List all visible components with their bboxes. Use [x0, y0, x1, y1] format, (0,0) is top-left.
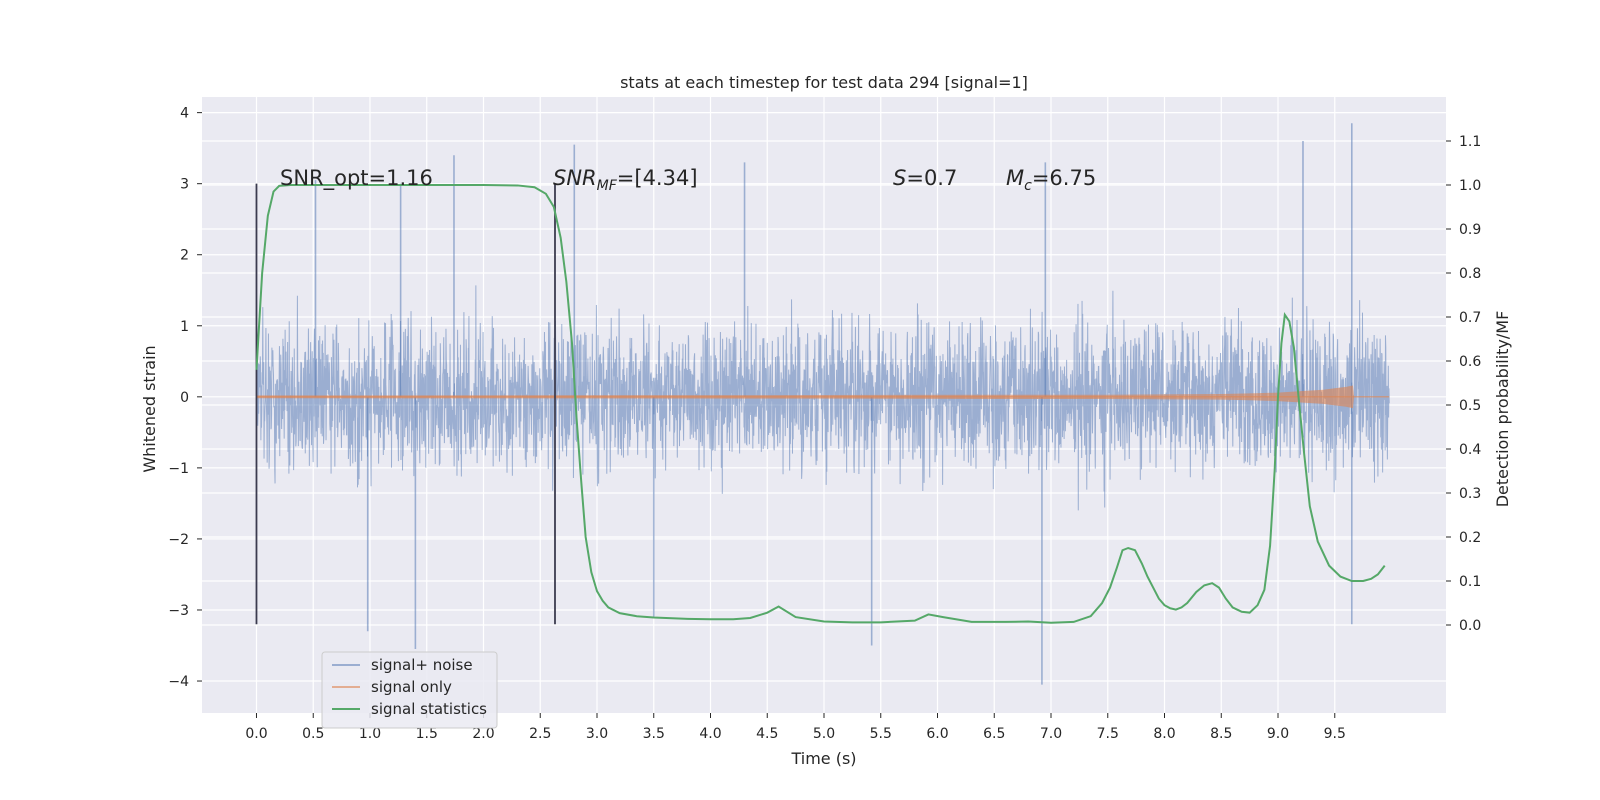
- series-signal-statistics: [255, 184, 1386, 624]
- legend-label-signal-plus-noise: signal+ noise: [371, 656, 473, 674]
- x-tick-label: 3.5: [643, 726, 665, 742]
- y-tick-label: 1: [180, 319, 189, 335]
- y-tick-label: −1: [168, 461, 189, 477]
- x-tick-label: 7.5: [1097, 726, 1119, 742]
- y-right-axis-label: Detection probability/MF: [1493, 311, 1512, 508]
- x-tick-label: 2.0: [472, 726, 494, 742]
- x-tick-label: 6.5: [983, 726, 1005, 742]
- y-right-tick-label: 0.8: [1459, 266, 1481, 282]
- x-tick-label: 1.5: [416, 726, 438, 742]
- x-tick-label: 6.0: [926, 726, 948, 742]
- y-right-tick-label: 0.4: [1459, 442, 1481, 458]
- x-tick-label: 7.0: [1040, 726, 1062, 742]
- y-tick-label: −2: [168, 532, 189, 548]
- legend-box: [321, 651, 498, 729]
- legend-label-signal-only: signal only: [371, 678, 452, 696]
- x-tick-label: 4.0: [699, 726, 721, 742]
- x-tick-label: 0.5: [302, 726, 324, 742]
- y-right-tick-label: 1.1: [1459, 134, 1481, 150]
- y-right-axis-ticks: 1.1 1.0 0.9 0.8 0.7 0.6 0.5 0.4 0.3 0.2 0.1 0.0: [1446, 134, 1481, 634]
- annotations: SNR_opt=1.16 SNRMF=[4.34] S=0.7 Mc=6.75: [280, 166, 1096, 194]
- x-axis-label: Time (s): [790, 749, 856, 768]
- legend: signal+ noise signal only signal statist…: [321, 651, 498, 729]
- x-tick-label: 5.5: [870, 726, 892, 742]
- y-right-tick-label: 1.0: [1459, 178, 1481, 194]
- x-tick-label: 5.0: [813, 726, 835, 742]
- x-tick-label: 1.0: [359, 726, 381, 742]
- y-right-tick-label: 0.7: [1459, 310, 1481, 326]
- annotation-snr-opt: SNR_opt=1.16: [280, 166, 433, 191]
- x-tick-label: 4.5: [756, 726, 778, 742]
- y-right-tick-label: 0.3: [1459, 486, 1481, 502]
- series-signal-only: [256, 385, 1390, 409]
- y-right-tick-label: 0.0: [1459, 618, 1481, 634]
- series-signal-plus-noise: [255, 123, 1390, 685]
- chart-title: stats at each timestep for test data 294…: [620, 73, 1028, 92]
- x-tick-label: 9.0: [1267, 726, 1289, 742]
- y-right-tick-label: 0.2: [1459, 530, 1481, 546]
- y-tick-label: 3: [180, 177, 189, 193]
- y-tick-label: 4: [180, 106, 189, 122]
- x-tick-label: 9.5: [1324, 726, 1346, 742]
- legend-label-signal-statistics: signal statistics: [371, 700, 487, 718]
- annotation-s: S=0.7: [893, 166, 957, 190]
- y-right-tick-label: 0.9: [1459, 222, 1481, 238]
- x-axis-ticks: 0.0 0.5 1.0 1.5 2.0 2.5 3.0 3.5 4.0 4.5 5.0 5.5 6.0 6…: [245, 713, 1346, 742]
- y-axis-label: Whitened strain: [140, 345, 159, 472]
- x-tick-label: 3.0: [586, 726, 608, 742]
- annotation-mc: Mc=6.75: [1006, 166, 1096, 194]
- y-tick-label: 2: [180, 248, 189, 264]
- y-right-tick-label: 0.6: [1459, 354, 1481, 370]
- y-tick-label: 0: [180, 390, 189, 406]
- x-tick-label: 0.0: [245, 726, 267, 742]
- x-tick-label: 2.5: [529, 726, 551, 742]
- y-right-tick-label: 0.1: [1459, 574, 1481, 590]
- y-axis-ticks: 4 3 2 1 0 −1 −2 −3 −4: [168, 106, 202, 690]
- x-tick-label: 8.5: [1210, 726, 1232, 742]
- marker-lines: [255, 183, 556, 625]
- y-tick-label: −3: [168, 603, 189, 619]
- y-right-tick-label: 0.5: [1459, 398, 1481, 414]
- x-tick-label: 8.0: [1153, 726, 1175, 742]
- statistics-line: [255, 184, 1386, 624]
- annotation-snr-mf: SNRMF=[4.34]: [553, 166, 698, 194]
- y-tick-label: −4: [168, 674, 189, 690]
